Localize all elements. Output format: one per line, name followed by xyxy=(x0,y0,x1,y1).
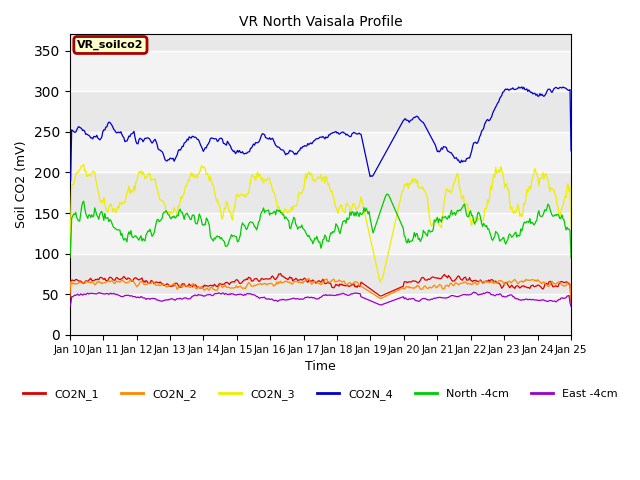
CO2N_2 xyxy=(305,276,312,281)
Bar xyxy=(70,132,571,172)
Legend: CO2N_1, CO2N_2, CO2N_3, CO2N_4, North -4cm, East -4cm: CO2N_1, CO2N_2, CO2N_3, CO2N_4, North -4… xyxy=(19,385,622,405)
CO2N_3 xyxy=(305,169,312,175)
CO2N_3 xyxy=(557,208,565,214)
CO2N_2 xyxy=(556,280,564,286)
CO2N_2 xyxy=(308,281,316,287)
CO2N_3 xyxy=(66,255,74,261)
CO2N_1 xyxy=(365,285,373,291)
CO2N_3 xyxy=(479,218,486,224)
North -4cm xyxy=(66,255,74,261)
East -4cm xyxy=(337,291,345,297)
East -4cm xyxy=(364,297,372,303)
CO2N_3 xyxy=(338,204,346,209)
East -4cm xyxy=(66,304,74,310)
North -4cm xyxy=(383,191,391,197)
CO2N_1 xyxy=(305,277,312,283)
CO2N_1 xyxy=(308,278,316,284)
East -4cm xyxy=(307,294,315,300)
Y-axis label: Soil CO2 (mV): Soil CO2 (mV) xyxy=(15,141,28,228)
East -4cm xyxy=(567,304,575,310)
CO2N_4 xyxy=(556,84,564,90)
East -4cm xyxy=(304,294,312,300)
North -4cm xyxy=(478,221,486,227)
CO2N_4 xyxy=(307,140,315,146)
CO2N_4 xyxy=(477,132,484,138)
Line: CO2N_4: CO2N_4 xyxy=(70,87,571,180)
Title: VR North Vaisala Profile: VR North Vaisala Profile xyxy=(239,15,402,29)
Bar xyxy=(70,50,571,91)
East -4cm xyxy=(477,292,484,298)
Line: CO2N_1: CO2N_1 xyxy=(70,274,571,301)
CO2N_1 xyxy=(277,271,285,276)
CO2N_2 xyxy=(478,279,486,285)
Line: CO2N_2: CO2N_2 xyxy=(70,278,571,301)
Line: East -4cm: East -4cm xyxy=(70,292,571,307)
Line: North -4cm: North -4cm xyxy=(70,194,571,258)
East -4cm xyxy=(484,289,492,295)
X-axis label: Time: Time xyxy=(305,360,336,373)
CO2N_2 xyxy=(567,299,575,304)
CO2N_1 xyxy=(66,297,74,302)
CO2N_1 xyxy=(338,281,346,287)
CO2N_2 xyxy=(338,279,346,285)
North -4cm xyxy=(337,227,345,233)
CO2N_4 xyxy=(304,141,312,146)
CO2N_3 xyxy=(308,172,316,178)
CO2N_4 xyxy=(364,164,372,170)
CO2N_3 xyxy=(376,279,384,285)
CO2N_1 xyxy=(478,278,486,284)
CO2N_2 xyxy=(365,288,373,294)
Bar xyxy=(70,294,571,335)
North -4cm xyxy=(307,237,315,243)
CO2N_3 xyxy=(80,162,88,168)
North -4cm xyxy=(567,255,575,261)
CO2N_1 xyxy=(556,280,564,286)
CO2N_2 xyxy=(304,276,312,282)
CO2N_3 xyxy=(567,226,575,232)
Line: CO2N_3: CO2N_3 xyxy=(70,165,571,282)
CO2N_4 xyxy=(66,178,74,183)
North -4cm xyxy=(364,211,372,217)
CO2N_2 xyxy=(66,295,74,301)
CO2N_4 xyxy=(337,130,345,136)
CO2N_4 xyxy=(567,148,575,154)
CO2N_1 xyxy=(567,299,575,304)
North -4cm xyxy=(556,216,564,222)
CO2N_4 xyxy=(518,84,525,90)
Bar xyxy=(70,213,571,254)
Text: VR_soilco2: VR_soilco2 xyxy=(77,40,143,50)
CO2N_3 xyxy=(365,230,373,236)
North -4cm xyxy=(304,234,312,240)
East -4cm xyxy=(556,297,564,302)
